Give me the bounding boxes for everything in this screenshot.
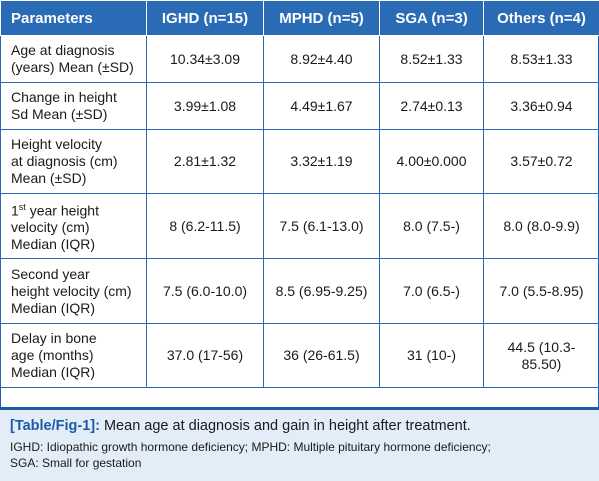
table-cell: 4.00±0.000: [379, 129, 484, 194]
table-cell: 8 (6.2-11.5): [146, 193, 264, 259]
row-label-cell: Height velocity at diagnosis (cm) Mean (…: [0, 129, 147, 194]
table-cell: 3.32±1.19: [263, 129, 380, 194]
table-cell: 8.92±4.40: [263, 35, 380, 83]
table-cell: 3.57±0.72: [483, 129, 599, 194]
table-cell: 8.0 (7.5-): [379, 193, 484, 259]
caption-abbreviations: IGHD: Idiopathic growth hormone deficien…: [10, 439, 589, 471]
table-cell: 10.34±3.09: [146, 35, 264, 83]
table-cell: 36 (26-61.5): [263, 323, 380, 388]
row-label-cell: Delay in bone age (months) Median (IQR): [0, 323, 147, 388]
row-label-prefix: 1: [11, 202, 19, 219]
table-row: Delay in bone age (months) Median (IQR) …: [0, 323, 599, 388]
header-ighd: IGHD (n=15): [146, 0, 264, 36]
row-label: Second year height velocity (cm) Median …: [11, 265, 132, 316]
figure-caption: [Table/Fig-1]: Mean age at diagnosis and…: [0, 407, 599, 481]
table-cell: 7.0 (6.5-): [379, 258, 484, 324]
table-cell: 3.36±0.94: [483, 82, 599, 130]
table-row: Second year height velocity (cm) Median …: [0, 258, 599, 324]
table-cell: 7.5 (6.0-10.0): [146, 258, 264, 324]
caption-title-line: [Table/Fig-1]: Mean age at diagnosis and…: [10, 417, 589, 436]
table-cell: 7.0 (5.5-8.95): [483, 258, 599, 324]
table-cell: 8.5 (6.95-9.25): [263, 258, 380, 324]
caption-tag: [Table/Fig-1]:: [10, 418, 100, 434]
row-label: Age at diagnosis (years) Mean (±SD): [11, 42, 134, 75]
table-cell: 37.0 (17-56): [146, 323, 264, 388]
table-cell: 44.5 (10.3- 85.50): [483, 323, 599, 388]
caption-title: Mean age at diagnosis and gain in height…: [99, 418, 471, 434]
table-row: Age at diagnosis (years) Mean (±SD) 10.3…: [0, 35, 599, 83]
table-cell: 31 (10-): [379, 323, 484, 388]
table-row: 1st year height velocity (cm) Median (IQ…: [0, 193, 599, 259]
row-label-rest: year height velocity (cm) Median (IQR): [11, 202, 99, 253]
header-others: Others (n=4): [483, 0, 599, 36]
header-parameters: Parameters: [0, 0, 147, 36]
caption-abbreviations-line: IGHD: Idiopathic growth hormone deficien…: [10, 440, 491, 454]
table-cell: 7.5 (6.1-13.0): [263, 193, 380, 259]
results-table: Parameters IGHD (n=15) MPHD (n=5) SGA (n…: [0, 0, 599, 388]
row-label-cell: Change in height Sd Mean (±SD): [0, 82, 147, 130]
row-label: 1st year height velocity (cm) Median (IQ…: [11, 199, 140, 254]
row-label: Change in height Sd Mean (±SD): [11, 89, 117, 122]
table-header-row: Parameters IGHD (n=15) MPHD (n=5) SGA (n…: [0, 0, 599, 36]
table-cell: 8.0 (8.0-9.9): [483, 193, 599, 259]
table-cell: 4.49±1.67: [263, 82, 380, 130]
table-cell: 2.81±1.32: [146, 129, 264, 194]
cell-multiline: 44.5 (10.3- 85.50): [507, 338, 576, 372]
row-label: Height velocity at diagnosis (cm) Mean (…: [11, 136, 118, 186]
row-label-cell: Age at diagnosis (years) Mean (±SD): [0, 35, 147, 83]
header-mphd: MPHD (n=5): [263, 0, 380, 36]
header-sga: SGA (n=3): [379, 0, 484, 36]
table-cell: 8.53±1.33: [483, 35, 599, 83]
caption-abbreviations-line: SGA: Small for gestation: [10, 456, 142, 470]
row-label: Delay in bone age (months) Median (IQR): [11, 330, 97, 380]
table-cell: 2.74±0.13: [379, 82, 484, 130]
table-row: Change in height Sd Mean (±SD) 3.99±1.08…: [0, 82, 599, 130]
row-label-cell: Second year height velocity (cm) Median …: [0, 258, 147, 324]
row-label-superscript: st: [18, 201, 26, 212]
table-cell: 8.52±1.33: [379, 35, 484, 83]
table-row: Height velocity at diagnosis (cm) Mean (…: [0, 129, 599, 194]
row-label-cell: 1st year height velocity (cm) Median (IQ…: [0, 193, 147, 259]
table-cell: 3.99±1.08: [146, 82, 264, 130]
